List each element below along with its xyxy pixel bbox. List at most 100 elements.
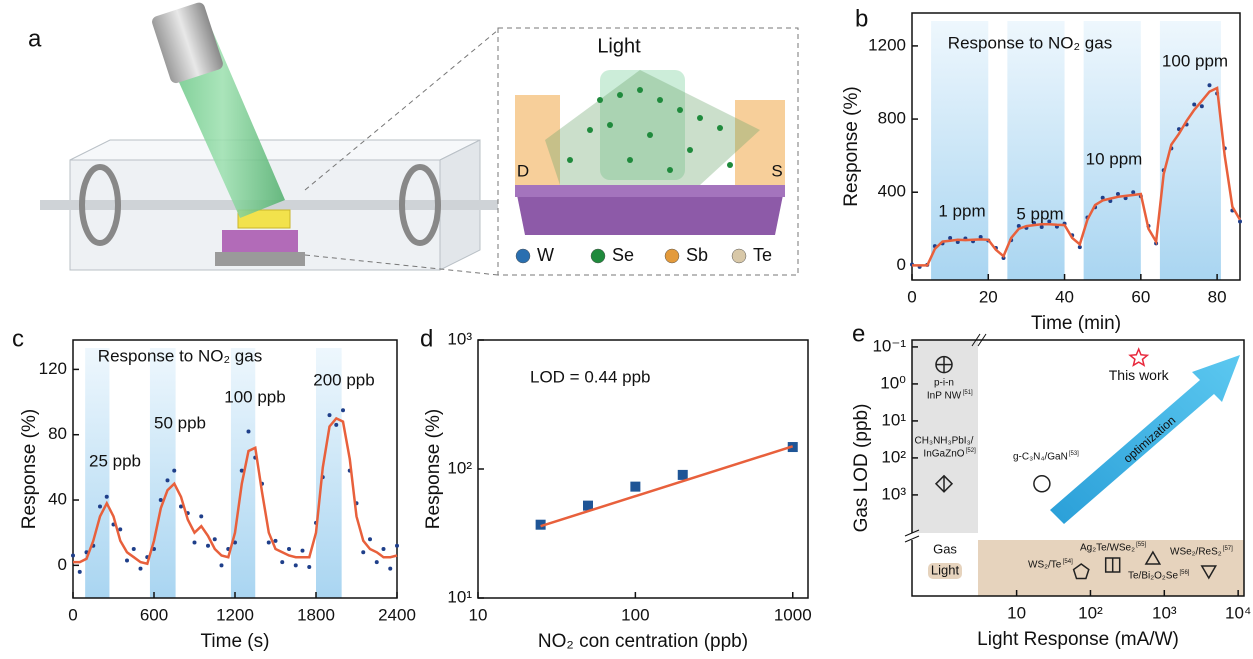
y-axis-label: Response (%) [423,409,444,529]
inset-substrate-top [515,185,785,197]
data-point [368,537,372,542]
y-tick-label: 10³ [447,329,472,348]
x-axis-label: Time (s) [201,631,270,652]
data-point [1001,256,1006,261]
point-label: g-C₃N₄/GaN [1013,452,1068,463]
substrate [222,230,298,252]
marker [934,474,954,493]
marker [1144,550,1162,565]
point-label: WS₂/Te [1028,560,1062,571]
data-point [361,550,366,555]
x-tick-label: 10³ [1152,603,1177,622]
atom-legend: W Se Sb Te [515,245,772,265]
x-axis-label: Light Response (mA/W) [977,629,1179,650]
axis-break [977,333,987,347]
point-ref: [51] [963,390,973,396]
atom-name: Se [612,245,634,265]
light-label: Light [597,35,641,57]
x-tick-label: 40 [1055,287,1074,306]
x-axis-label: Time (min) [1031,313,1121,334]
data-point [219,563,224,568]
flange [399,164,441,246]
region-label-bg [928,563,962,579]
atom-swatch [590,248,606,264]
annotation: 25 ppb [89,451,141,470]
exposure-band [149,348,176,598]
data-point [287,547,291,552]
x-tick-label: 10⁴ [1225,603,1251,622]
chart-title: Response to NO₂ gas [98,346,262,365]
data-point [206,543,210,548]
flange [79,164,121,246]
point-label: Te/Bi₂O₂Se [1128,571,1178,582]
y-tick-label: 10¹ [447,587,472,606]
x-tick-label: 1800 [297,605,335,624]
stage [215,252,305,266]
data-point [138,566,143,571]
chamber-top [69,139,481,161]
data-point [327,413,332,418]
exposure-band [85,348,110,598]
marker [1200,565,1217,580]
data-point [1207,83,1212,88]
annotation: 200 ppb [313,370,374,389]
exposure-band [1083,21,1141,280]
point-label: This work [1109,367,1170,383]
data-point [1131,190,1136,195]
x-axis-label: NO₂ con centration (ppb) [538,631,748,652]
x-tick-label: 20 [979,287,998,306]
data-point [535,519,546,530]
exposure-band [931,21,989,280]
point-ref: [56] [1179,570,1189,576]
data-point [266,540,271,545]
y-tick-label: 10⁰ [880,373,906,392]
panel-label: b [855,5,868,32]
data-point [172,468,177,473]
point-ref: [54] [1063,559,1073,565]
exposure-band [1007,21,1065,280]
annotation: 100 ppb [224,387,285,406]
lattice-atoms [567,87,733,173]
x-tick-label: 1000 [774,605,812,624]
data-point [273,538,278,543]
data-point [246,429,251,434]
point-ref: [55] [1136,542,1146,548]
data-point [1077,245,1082,250]
point-label: InP NW [927,391,962,402]
data-point [388,566,393,571]
data-point [179,504,183,509]
data-point [381,547,386,552]
data-point [978,235,983,240]
data-point [239,468,244,473]
data-point [131,547,136,552]
data-point [293,563,298,568]
annotation: 5 ppm [1016,204,1063,223]
y-tick-label: 0 [897,255,906,274]
panel-label: d [420,325,433,352]
zoom-line [304,29,499,191]
axis-break [971,333,981,347]
point-label: Ag₂Te/WSe₂ [1080,543,1135,554]
annotation: 50 ppb [154,413,206,432]
x-tick-label: 80 [1208,287,1227,306]
illustration: Light D S W Se Sb Te [40,2,799,276]
light-region [978,540,1244,596]
arrow-label: optimization [1121,413,1179,466]
y-axis-label: Response (%) [841,86,862,206]
electrode-s [735,100,785,185]
data-point [341,408,345,413]
y-tick-label: 10³ [881,484,906,503]
atom-swatch [515,248,531,264]
point-ref: [57] [1223,546,1233,552]
fit-line [540,445,794,528]
chart: 10 100 1000 10¹ 10² 10³ NO₂ con centration (pp… [423,329,812,652]
annotation: 10 ppm [1086,149,1143,168]
data-point [1192,102,1197,107]
annotation: 100 ppm [1162,51,1228,70]
y-tick-label: 800 [878,109,906,128]
data-point [77,569,82,574]
x-tick-label: 0 [907,287,916,306]
y-tick-label: 10⁻¹ [872,336,906,355]
data-point [233,540,237,545]
